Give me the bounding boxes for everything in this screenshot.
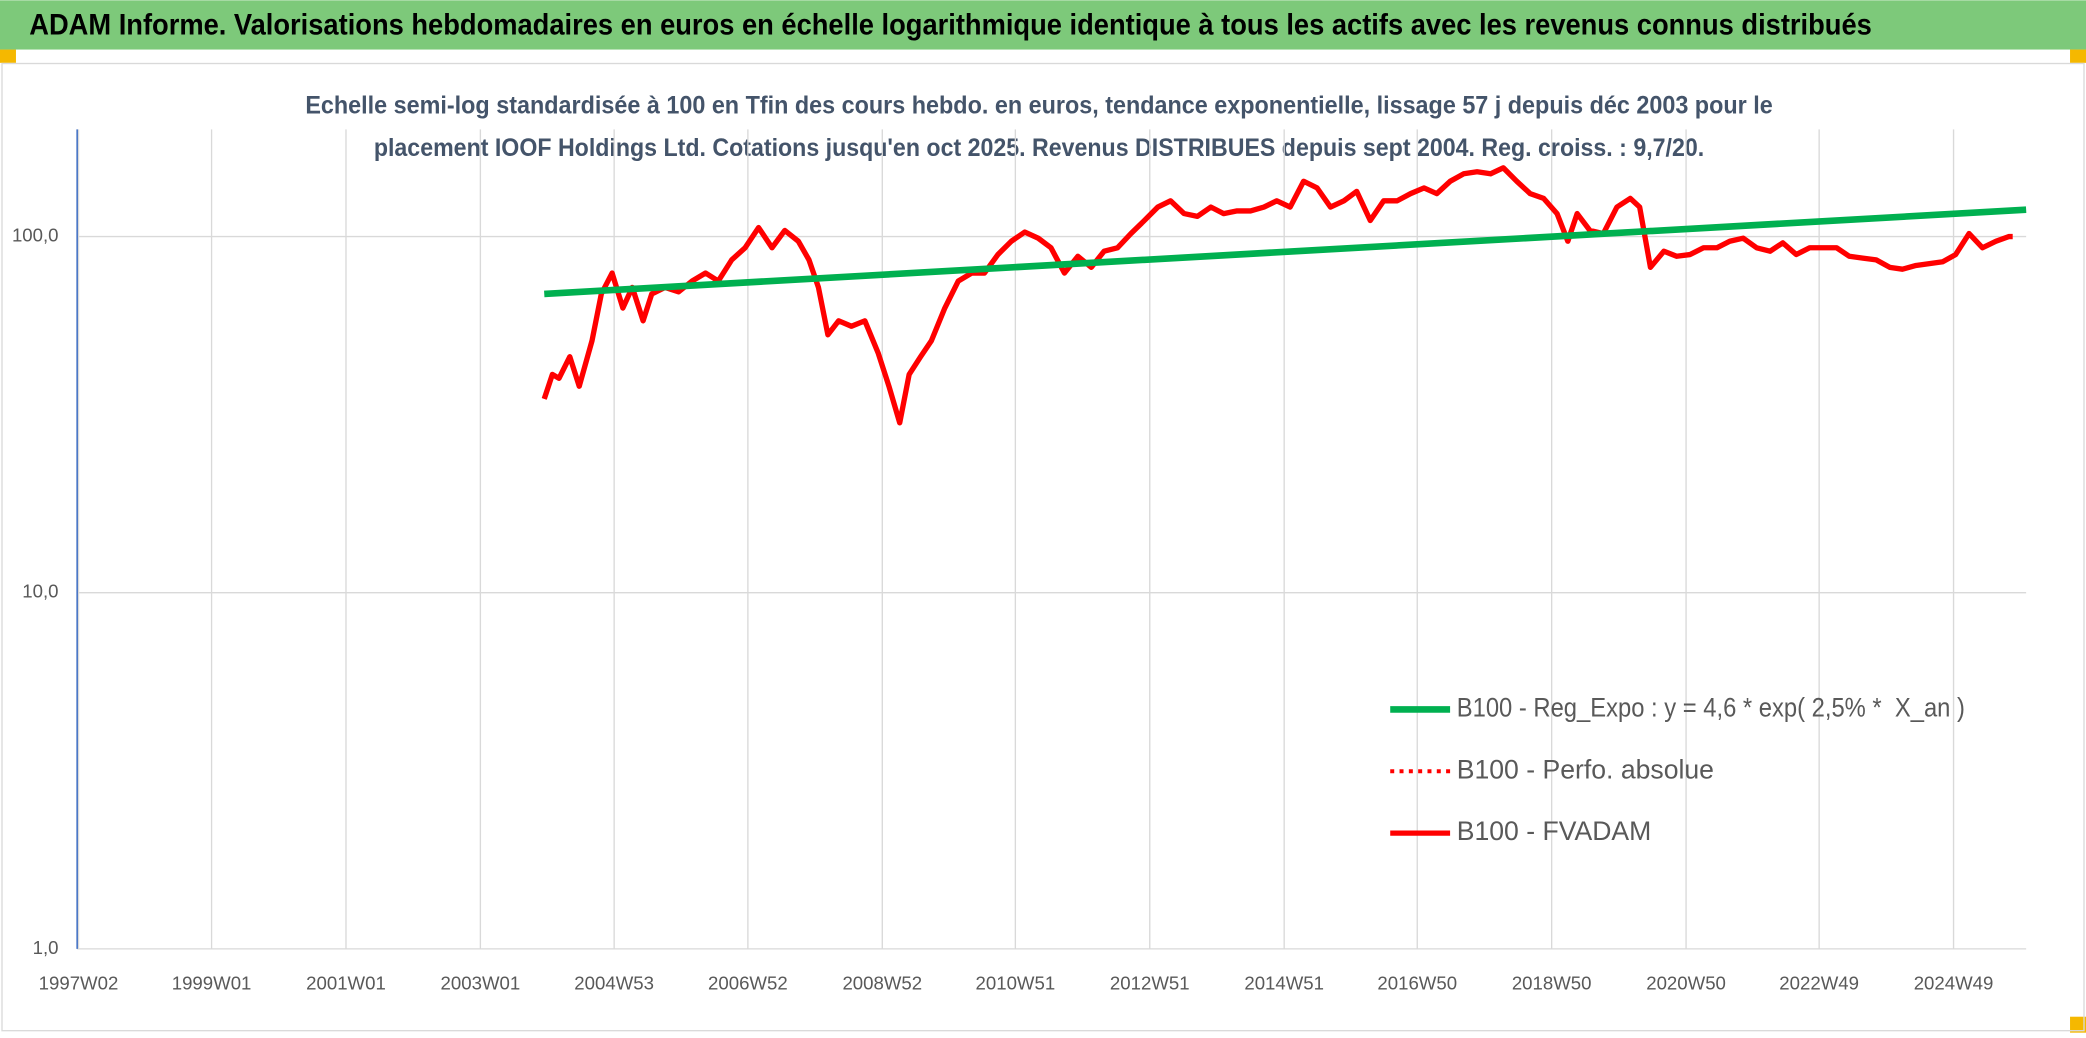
legend-label: B100 - FVADAM: [1457, 816, 1652, 846]
x-tick-label: 2010W51: [976, 973, 1056, 994]
title-bar: [0, 0, 2086, 50]
x-tick-label: 2018W50: [1512, 973, 1592, 994]
x-tick-label: 2001W01: [306, 973, 386, 994]
x-tick-label: 2014W51: [1244, 973, 1324, 994]
y-tick-label: 100,0: [12, 224, 59, 245]
y-tick-label: 1,0: [33, 937, 59, 958]
chart-subtitle: Echelle semi-log standardisée à 100 en T…: [305, 91, 1772, 119]
x-tick-label: 2004W53: [574, 973, 654, 994]
chart-frame: [1, 62, 2085, 1032]
series-line: [541, 165, 2013, 426]
x-tick-label: 2024W49: [1914, 973, 1994, 994]
x-tick-label: 2008W52: [842, 973, 922, 994]
x-tick-label: 2016W50: [1377, 973, 1457, 994]
legend-label: B100 - Reg_Expo : y = 4,6 * exp( 2,5% * …: [1457, 692, 1965, 722]
legend-label: B100 - Perfo. absolue: [1457, 754, 1714, 784]
x-tick-label: 2012W51: [1110, 973, 1190, 994]
corner: [0, 49, 16, 63]
y-tick-label: 10,0: [22, 581, 58, 602]
x-tick-label: 2006W52: [708, 973, 788, 994]
x-tick-label: 2022W49: [1779, 973, 1859, 994]
x-tick-label: 1997W02: [39, 973, 119, 994]
x-tick-label: 2020W50: [1646, 973, 1726, 994]
x-tick-label: 2003W01: [441, 973, 521, 994]
corner: [2070, 49, 2086, 63]
x-tick-label: 1999W01: [172, 973, 252, 994]
corner: [2070, 1016, 2086, 1033]
chart-title: ADAM Informe. Valorisations hebdomadaire…: [29, 10, 1872, 42]
series-line: [544, 206, 2027, 298]
chart-subtitle: placement IOOF Holdings Ltd. Cotations j…: [374, 134, 1704, 162]
